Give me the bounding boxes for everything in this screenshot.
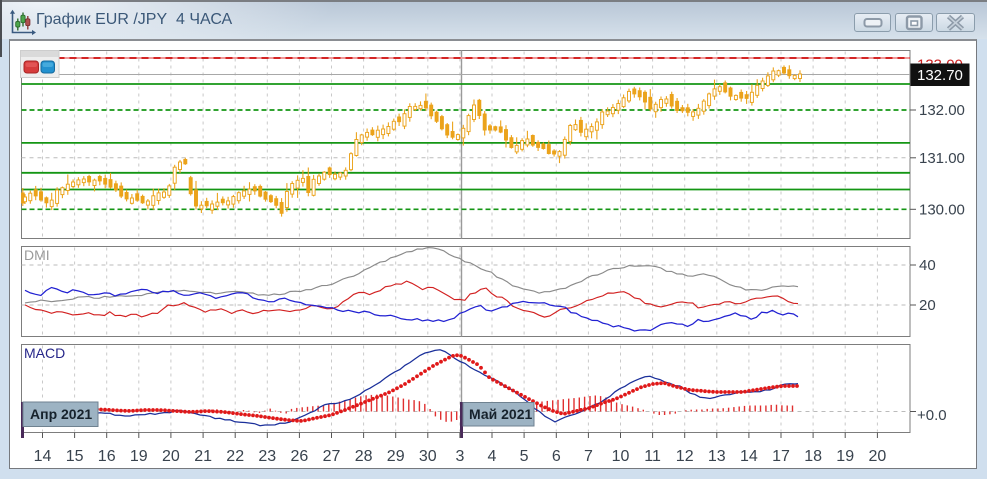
svg-text:30: 30 <box>419 448 437 465</box>
svg-text:DMI: DMI <box>24 247 50 263</box>
svg-text:16: 16 <box>98 448 116 465</box>
svg-text:MACD: MACD <box>24 345 65 361</box>
svg-text:17: 17 <box>772 448 790 465</box>
svg-text:20: 20 <box>162 448 180 465</box>
svg-text:26: 26 <box>291 448 309 465</box>
svg-text:5: 5 <box>520 448 529 465</box>
svg-text:19: 19 <box>836 448 854 465</box>
svg-text:21: 21 <box>194 448 212 465</box>
svg-text:28: 28 <box>355 448 373 465</box>
svg-text:4: 4 <box>488 448 497 465</box>
svg-text:11: 11 <box>644 448 661 465</box>
svg-text:3: 3 <box>455 448 464 465</box>
svg-text:23: 23 <box>258 448 276 465</box>
svg-text:40: 40 <box>919 257 936 274</box>
svg-text:6: 6 <box>552 448 561 465</box>
svg-text:7: 7 <box>584 448 593 465</box>
svg-text:132.00: 132.00 <box>919 102 965 119</box>
svg-text:14: 14 <box>34 448 52 465</box>
svg-text:20: 20 <box>869 448 887 465</box>
svg-text:13: 13 <box>708 448 726 465</box>
svg-text:131.00: 131.00 <box>919 150 965 167</box>
svg-text:20: 20 <box>919 297 936 314</box>
svg-text:10: 10 <box>612 448 630 465</box>
svg-text:22: 22 <box>226 448 244 465</box>
svg-text:14: 14 <box>740 448 758 465</box>
svg-text:27: 27 <box>323 448 341 465</box>
svg-text:+0.0: +0.0 <box>917 407 947 424</box>
svg-text:29: 29 <box>387 448 405 465</box>
svg-text:18: 18 <box>804 448 822 465</box>
svg-text:12: 12 <box>676 448 694 465</box>
svg-text:Май 2021: Май 2021 <box>469 406 532 422</box>
svg-text:132.70: 132.70 <box>917 67 963 84</box>
svg-text:15: 15 <box>66 448 84 465</box>
svg-text:Апр 2021: Апр 2021 <box>30 406 92 422</box>
svg-text:19: 19 <box>130 448 148 465</box>
svg-text:130.00: 130.00 <box>919 201 965 218</box>
